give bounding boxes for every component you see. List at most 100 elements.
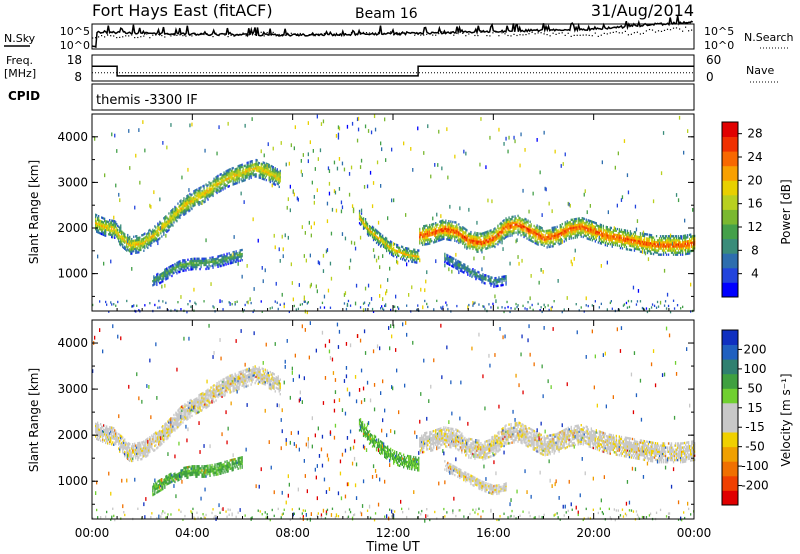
scatter-cell xyxy=(637,235,640,239)
noise-cell xyxy=(377,220,380,225)
scatter-cell xyxy=(615,233,617,237)
scatter-cell xyxy=(232,173,234,176)
scatter-cell xyxy=(447,234,449,237)
scatter-cell xyxy=(580,223,582,226)
scatter-cell xyxy=(595,238,597,241)
scatter-cell xyxy=(265,168,267,172)
noise-cell xyxy=(249,297,251,302)
scatter-cell xyxy=(638,244,641,247)
scatter-cell xyxy=(192,263,194,267)
scatter-cell xyxy=(472,239,474,242)
scatter-cell xyxy=(215,259,217,263)
scatter-cell xyxy=(519,225,521,228)
scatter-cell xyxy=(259,168,261,171)
scatter-cell xyxy=(485,278,487,281)
scatter-cell xyxy=(210,188,212,191)
noise-sky-label: N.Sky xyxy=(4,32,36,45)
scatter-cell xyxy=(165,278,167,281)
scatter-cell xyxy=(594,225,596,229)
scatter-cell xyxy=(217,176,219,180)
scatter-cell xyxy=(433,233,435,236)
scatter-cell xyxy=(515,221,517,224)
scatter-cell xyxy=(623,243,626,246)
scatter-cell xyxy=(143,243,145,246)
scatter-cell xyxy=(466,247,468,250)
scatter-cell xyxy=(247,161,249,164)
scatter-cell xyxy=(271,175,273,179)
scatter-cell xyxy=(162,280,164,283)
scatter-cell xyxy=(138,249,140,252)
scatter-cell xyxy=(398,246,400,249)
scatter-cell xyxy=(481,234,483,238)
scatter-cell xyxy=(168,226,170,230)
scatter-cell xyxy=(594,227,596,231)
scatter-cell xyxy=(447,223,449,227)
scatter-cell xyxy=(585,218,587,221)
scatter-cell xyxy=(530,231,532,234)
scatter-cell xyxy=(519,231,521,234)
scatter-cell xyxy=(479,278,481,281)
scatter-cell xyxy=(612,233,614,236)
scatter-cell xyxy=(583,234,585,237)
scatter-cell xyxy=(174,214,176,217)
scatter-cell xyxy=(235,256,237,259)
scatter-cell xyxy=(104,424,106,428)
scatter-cell xyxy=(409,249,411,253)
noise-cell xyxy=(102,349,104,354)
scatter-cell xyxy=(148,241,150,245)
scatter-cell xyxy=(654,241,657,244)
scatter-cell xyxy=(101,431,103,435)
scatter-cell xyxy=(385,240,387,244)
scatter-cell xyxy=(180,211,182,215)
noise-search-dot xyxy=(561,32,563,34)
noise-cell xyxy=(355,283,358,288)
clutter-cell xyxy=(625,301,628,305)
noise-cell xyxy=(336,166,339,171)
scatter-cell xyxy=(212,186,214,189)
scatter-cell xyxy=(250,172,252,175)
noise-cell xyxy=(623,139,626,143)
scatter-cell xyxy=(493,236,495,239)
scatter-cell xyxy=(593,225,595,228)
scatter-cell xyxy=(363,224,366,228)
scatter-cell xyxy=(131,242,133,245)
noise-search-dot xyxy=(441,31,443,33)
scatter-cell xyxy=(667,241,670,244)
scatter-cell xyxy=(543,238,545,241)
scatter-cell xyxy=(453,229,455,232)
scatter-cell xyxy=(562,226,564,229)
scatter-cell xyxy=(126,243,128,246)
clutter-cell xyxy=(162,300,164,303)
scatter-cell xyxy=(565,239,567,242)
scatter-cell xyxy=(655,235,658,238)
scatter-cell xyxy=(576,232,578,235)
scatter-cell xyxy=(276,168,278,171)
scatter-cell xyxy=(484,241,486,245)
scatter-cell xyxy=(259,170,261,173)
scatter-cell xyxy=(501,239,503,242)
scatter-cell xyxy=(527,229,529,233)
scatter-cell xyxy=(273,174,275,178)
scatter-cell xyxy=(517,214,519,218)
scatter-cell xyxy=(99,225,101,229)
scatter-cell xyxy=(396,251,398,255)
scatter-cell xyxy=(534,229,536,232)
scatter-cell xyxy=(414,248,416,252)
noise-search-dot xyxy=(170,35,172,37)
scatter-cell xyxy=(234,254,236,258)
scatter-cell xyxy=(669,243,672,246)
scatter-cell xyxy=(582,221,584,224)
scatter-cell xyxy=(419,227,421,231)
scatter-cell xyxy=(236,171,238,174)
noise-cell xyxy=(372,248,375,252)
scatter-cell xyxy=(456,240,458,243)
clutter-cell xyxy=(610,300,612,303)
scatter-cell xyxy=(457,226,459,229)
noise-search-dot xyxy=(465,35,467,37)
scatter-cell xyxy=(611,241,613,244)
scatter-cell xyxy=(451,230,453,234)
scatter-cell xyxy=(429,230,431,233)
scatter-cell xyxy=(618,236,620,239)
scatter-cell xyxy=(580,233,582,236)
clutter-cell xyxy=(635,303,638,306)
